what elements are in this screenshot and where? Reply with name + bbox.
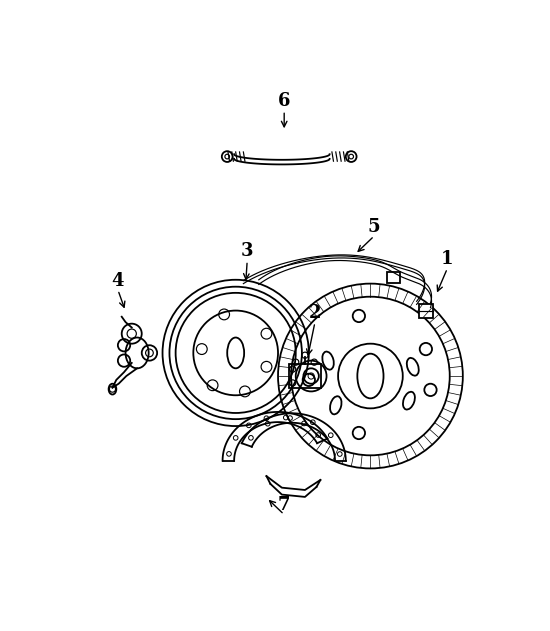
- Text: 7: 7: [278, 497, 290, 514]
- Text: 4: 4: [112, 271, 124, 290]
- Text: 6: 6: [278, 92, 290, 110]
- FancyBboxPatch shape: [387, 272, 400, 283]
- FancyBboxPatch shape: [419, 304, 433, 317]
- Text: 3: 3: [241, 242, 254, 260]
- Text: 1: 1: [441, 250, 454, 268]
- Text: 2: 2: [309, 304, 321, 322]
- Text: 5: 5: [368, 218, 381, 235]
